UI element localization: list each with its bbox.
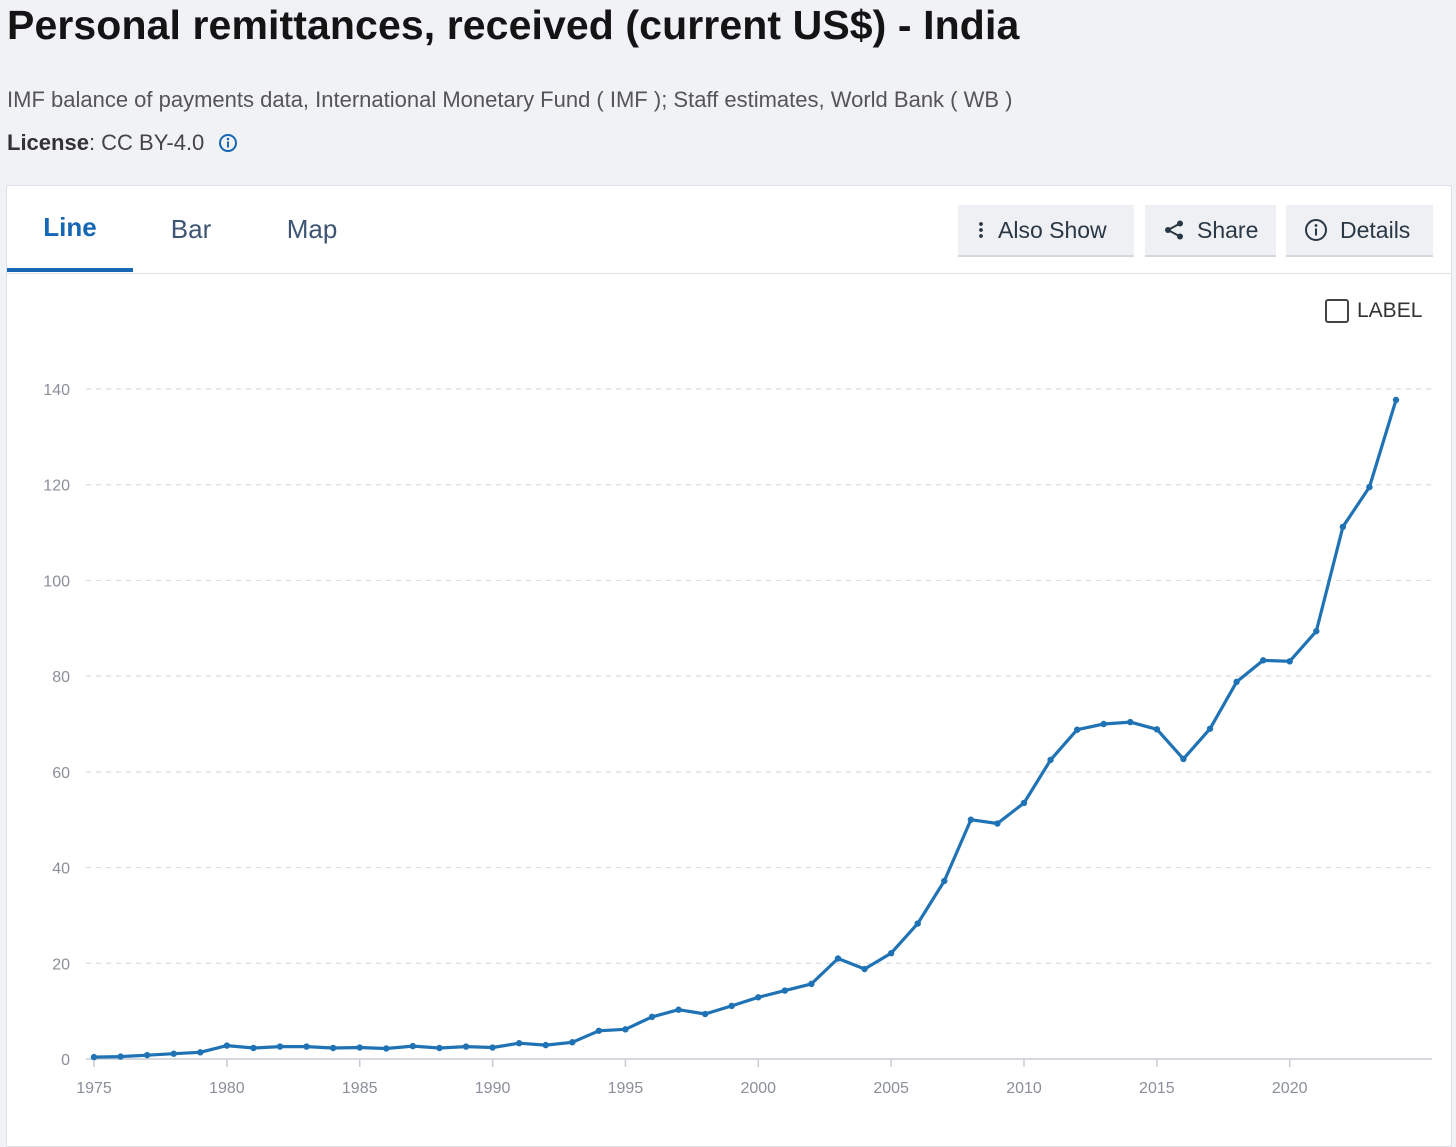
data-point xyxy=(489,1044,496,1051)
y-tick-label: 120 xyxy=(43,478,70,495)
y-tick-label: 60 xyxy=(52,765,70,782)
data-point xyxy=(967,816,975,823)
data-point xyxy=(1180,755,1187,763)
vertical-dots-icon xyxy=(976,220,986,240)
label-checkbox[interactable] xyxy=(1325,299,1349,323)
x-tick-label: 2000 xyxy=(740,1080,776,1097)
details-label: Details xyxy=(1340,216,1411,243)
data-point xyxy=(90,1053,98,1061)
data-point xyxy=(223,1042,231,1049)
label-toggle[interactable]: LABEL xyxy=(1325,299,1422,323)
data-point xyxy=(622,1026,629,1033)
data-point xyxy=(914,920,921,927)
data-point xyxy=(861,965,868,973)
x-tick-label: 1985 xyxy=(342,1080,378,1097)
share-label: Share xyxy=(1197,216,1259,243)
x-tick-label: 2020 xyxy=(1272,1080,1308,1097)
tab-bar-chart[interactable]: Bar xyxy=(170,213,212,244)
x-tick-label: 2015 xyxy=(1139,1080,1175,1097)
data-point xyxy=(356,1044,363,1051)
data-point xyxy=(675,1006,682,1013)
data-point xyxy=(1153,726,1161,733)
tab-bar: Line Bar Map Also Show Share Details xyxy=(7,186,1451,274)
data-point xyxy=(197,1049,204,1056)
data-point xyxy=(648,1013,656,1021)
x-tick-label: 1975 xyxy=(76,1080,112,1097)
data-point xyxy=(143,1051,151,1059)
data-point xyxy=(1392,396,1400,404)
data-point xyxy=(462,1043,470,1050)
also-show-label: Also Show xyxy=(998,216,1107,243)
data-point xyxy=(250,1044,257,1052)
data-point xyxy=(117,1053,124,1060)
x-tick-label: 1990 xyxy=(475,1080,511,1097)
y-tick-label: 0 xyxy=(61,1052,70,1069)
data-point xyxy=(383,1045,390,1052)
license-label: License xyxy=(7,130,89,155)
x-tick-label: 1980 xyxy=(209,1080,245,1097)
also-show-button[interactable]: Also Show xyxy=(958,205,1134,257)
data-point xyxy=(276,1043,284,1050)
data-point xyxy=(1047,756,1054,764)
y-tick-label: 80 xyxy=(52,669,70,686)
data-point xyxy=(1073,726,1081,733)
data-point xyxy=(1206,725,1214,732)
info-circle-icon[interactable] xyxy=(218,133,238,153)
data-point xyxy=(701,1010,709,1018)
x-tick-label: 2010 xyxy=(1006,1080,1042,1097)
data-point xyxy=(1233,678,1240,686)
chart-card: Line Bar Map Also Show Share Details LAB… xyxy=(6,185,1452,1147)
data-point xyxy=(436,1044,443,1052)
data-point xyxy=(1100,720,1107,728)
data-point xyxy=(1313,627,1320,635)
data-point xyxy=(994,820,1001,827)
data-point xyxy=(1259,657,1267,664)
data-point xyxy=(409,1042,417,1050)
data-point xyxy=(170,1050,177,1057)
data-point xyxy=(781,987,789,994)
info-circle-icon xyxy=(1304,218,1328,242)
tab-map[interactable]: Map xyxy=(286,213,338,244)
x-tick-label: 1995 xyxy=(608,1080,644,1097)
data-point xyxy=(1366,483,1373,491)
share-button[interactable]: Share xyxy=(1145,205,1276,257)
label-toggle-text: LABEL xyxy=(1357,299,1423,322)
data-point xyxy=(941,877,948,885)
y-tick-label: 20 xyxy=(52,956,70,973)
page-title: Personal remittances, received (current … xyxy=(7,2,1020,48)
license-value: : CC BY-4.0 xyxy=(88,130,205,155)
y-tick-label: 140 xyxy=(43,382,70,399)
data-point xyxy=(542,1041,549,1049)
data-point xyxy=(515,1040,523,1047)
data-point xyxy=(887,950,895,957)
y-tick-label: 40 xyxy=(52,861,70,878)
share-icon xyxy=(1163,219,1185,241)
data-point xyxy=(303,1043,310,1050)
data-point xyxy=(834,955,842,962)
data-point xyxy=(595,1027,603,1034)
y-tick-label: 100 xyxy=(43,573,70,590)
data-point xyxy=(1286,658,1293,665)
series-line xyxy=(93,399,1398,1059)
data-point xyxy=(1127,718,1134,726)
details-button[interactable]: Details xyxy=(1286,205,1433,257)
data-point xyxy=(1020,799,1028,807)
source-text: IMF balance of payments data, Internatio… xyxy=(7,87,1013,112)
data-point xyxy=(728,1002,735,1010)
data-point xyxy=(329,1044,337,1052)
x-tick-label: 2005 xyxy=(873,1080,909,1097)
data-point xyxy=(808,980,815,988)
data-point xyxy=(755,994,762,1001)
tab-line[interactable]: Line xyxy=(7,186,133,272)
data-point xyxy=(569,1039,576,1046)
license: License : CC BY-4.0 xyxy=(7,130,238,156)
data-point xyxy=(1339,523,1347,531)
